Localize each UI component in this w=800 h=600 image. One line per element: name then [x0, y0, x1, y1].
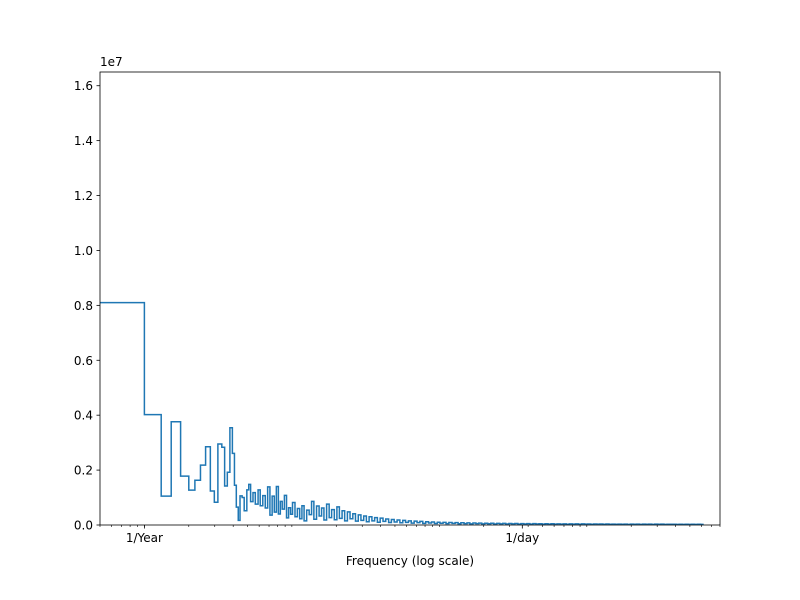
- y-tick-label: 1.2: [74, 189, 93, 203]
- x-axis-label: Frequency (log scale): [346, 554, 474, 568]
- y-tick-label: 0.4: [74, 409, 93, 423]
- y-axis-offset-label: 1e7: [100, 55, 123, 69]
- y-tick-label: 0.8: [74, 299, 93, 313]
- y-tick-label: 1.6: [74, 79, 93, 93]
- y-tick-label: 1.4: [74, 134, 93, 148]
- plot-area: [100, 301, 704, 525]
- axes-frame: [99, 71, 721, 526]
- x-tick-label: 1/day: [505, 531, 539, 545]
- x-tick-label: 1/Year: [126, 531, 163, 545]
- y-tick-label: 0.2: [74, 464, 93, 478]
- y-axis: 0.0 0.2 0.4 0.6 0.8 1.0 1.2 1.4 1.6: [74, 79, 100, 533]
- x-axis: 1/Year 1/day: [99, 525, 721, 545]
- y-tick-label: 0.6: [74, 354, 93, 368]
- y-tick-label: 0.0: [74, 519, 93, 533]
- spectrum-series-line: [100, 301, 704, 525]
- y-tick-label: 1.0: [74, 244, 93, 258]
